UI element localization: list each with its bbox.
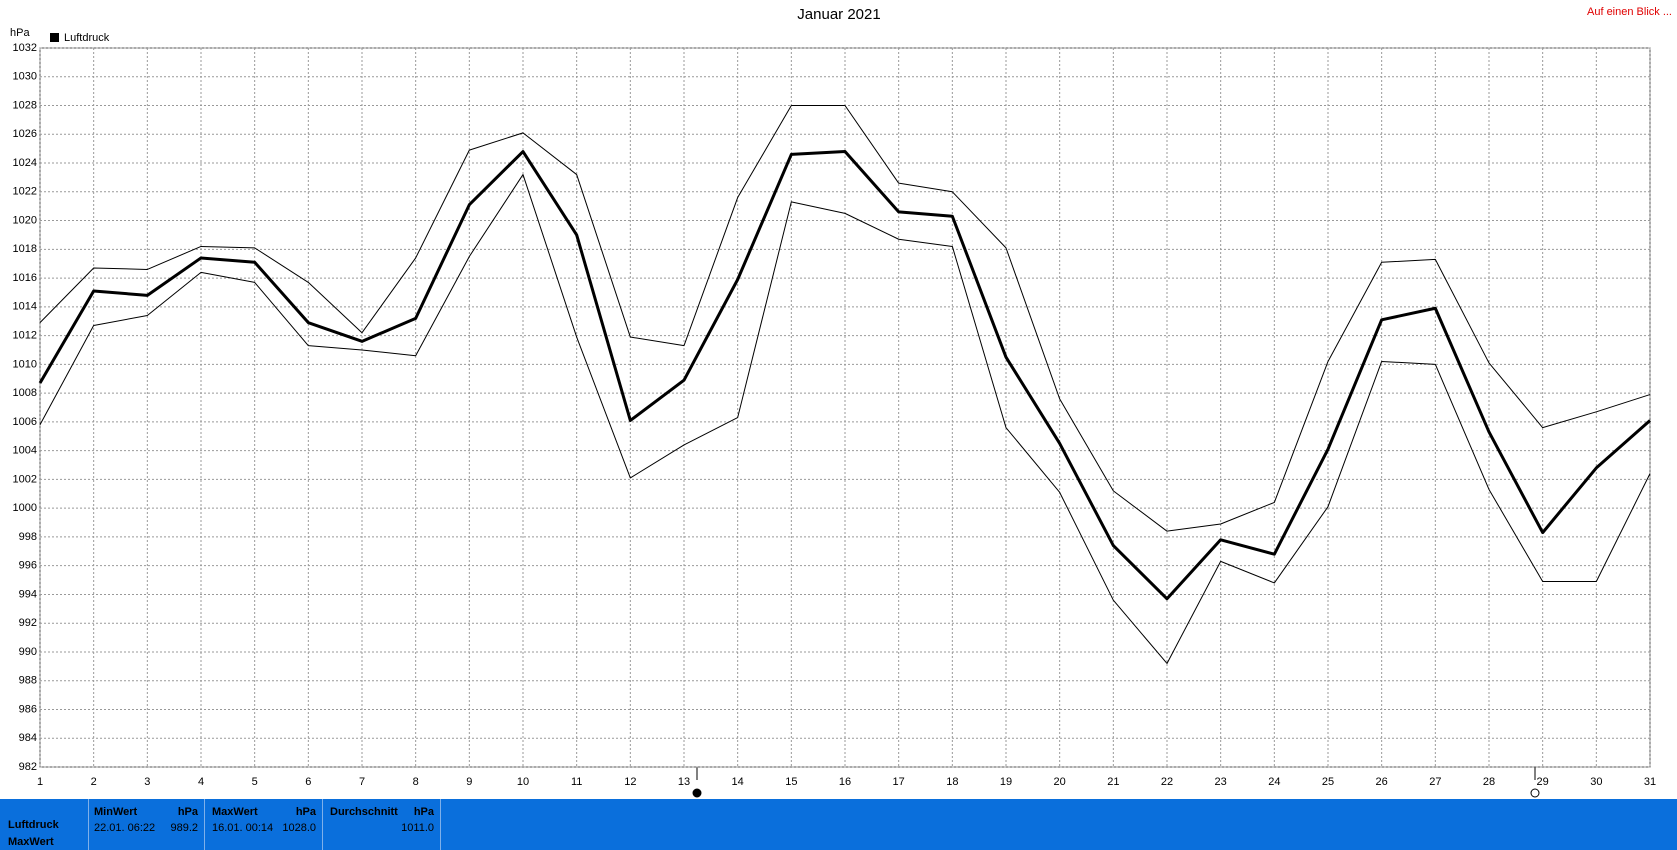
- x-tick-label: 28: [1483, 776, 1495, 788]
- y-tick-label: 992: [19, 617, 37, 629]
- summary-header: Durchschnitt: [330, 806, 398, 818]
- chart-title: Januar 2021: [797, 6, 880, 23]
- x-tick-label: 4: [198, 776, 204, 788]
- x-tick-label: 21: [1107, 776, 1119, 788]
- summary-value: 1028.0: [282, 822, 316, 834]
- x-tick-label: 31: [1644, 776, 1656, 788]
- x-tick-label: 1: [37, 776, 43, 788]
- y-tick-label: 1016: [13, 272, 37, 284]
- x-tick-label: 8: [413, 776, 419, 788]
- summary-cell: MinWert hPa 22.01. 06:22 989.2: [88, 799, 205, 850]
- y-tick-label: 1032: [13, 42, 37, 54]
- y-tick-label: 1030: [13, 71, 37, 83]
- x-tick-label: 23: [1215, 776, 1227, 788]
- legend-swatch: [50, 33, 59, 42]
- legend-label: Luftdruck: [64, 32, 110, 44]
- y-tick-label: 1018: [13, 243, 37, 255]
- plot-area: [39, 47, 1651, 768]
- x-tick-label: 17: [893, 776, 905, 788]
- x-tick-label: 13: [678, 776, 690, 788]
- x-tick-label: 25: [1322, 776, 1334, 788]
- x-tick-label: 15: [785, 776, 797, 788]
- y-tick-label: 1028: [13, 99, 37, 111]
- y-tick-label: 982: [19, 761, 37, 773]
- line-series: [38, 150, 1651, 601]
- summary-value: 989.2: [170, 822, 198, 834]
- y-tick-label: 994: [19, 588, 37, 600]
- full-moon-icon: [692, 788, 702, 798]
- y-axis-label: hPa: [10, 27, 30, 39]
- x-tick-label: 10: [517, 776, 529, 788]
- x-tick-label: 5: [252, 776, 258, 788]
- x-tick-label: 11: [571, 776, 582, 788]
- row-label-cell: Luftdruck MaxWert: [0, 799, 89, 850]
- y-tick-label: 990: [19, 646, 37, 658]
- y-tick-label: 1000: [13, 502, 37, 514]
- summary-bar: Luftdruck MaxWert MinWert hPa 22.01. 06:…: [0, 799, 1677, 850]
- summary-unit: hPa: [177, 806, 198, 818]
- summary-date: 22.01. 06:22: [94, 822, 156, 834]
- y-tick-label: 986: [19, 703, 37, 715]
- row-label: MaxWert: [8, 836, 54, 848]
- y-tick-label: 1024: [13, 157, 37, 169]
- summary-cell: MaxWert hPa 16.01. 00:14 1028.0: [205, 799, 323, 850]
- x-tick-label: 2: [91, 776, 97, 788]
- x-tick-label: 7: [359, 776, 365, 788]
- y-tick-label: 1020: [13, 214, 37, 226]
- x-tick-label: 16: [839, 776, 851, 788]
- overview-link[interactable]: Auf einen Blick ...: [1587, 6, 1672, 18]
- x-tick-label: 22: [1161, 776, 1173, 788]
- chart: Januar 2021 Auf einen Blick ... hPa Luft…: [10, 6, 1672, 798]
- summary-unit: hPa: [295, 806, 316, 818]
- summary-unit: hPa: [413, 806, 434, 818]
- summary-date: 16.01. 00:14: [212, 822, 274, 834]
- x-tick-label: 20: [1054, 776, 1066, 788]
- y-tick-label: 1004: [13, 445, 37, 457]
- x-tick-label: 26: [1376, 776, 1388, 788]
- summary-header: MinWert: [94, 806, 138, 818]
- summary-cell: Durchschnitt hPa 1011.0: [323, 799, 441, 850]
- y-tick-label: 996: [19, 560, 37, 572]
- line-series: [39, 174, 1651, 664]
- x-tick-label: 12: [624, 776, 636, 788]
- line-series: [39, 105, 1651, 532]
- summary-value: 1011.0: [401, 822, 434, 834]
- x-tick-label: 24: [1268, 776, 1280, 788]
- y-tick-label: 998: [19, 531, 37, 543]
- y-tick-label: 984: [19, 732, 37, 744]
- x-tick-label: 14: [732, 776, 744, 788]
- y-tick-label: 1012: [13, 330, 37, 342]
- x-tick-label: 9: [466, 776, 472, 788]
- x-tick-label: 18: [946, 776, 958, 788]
- x-tick-label: 29: [1537, 776, 1549, 788]
- y-tick-label: 1026: [13, 128, 37, 140]
- row-label: Luftdruck: [8, 819, 59, 831]
- y-tick-label: 1002: [13, 473, 37, 485]
- x-tick-label: 19: [1000, 776, 1012, 788]
- y-tick-label: 1022: [13, 186, 37, 198]
- y-tick-label: 1010: [13, 358, 37, 370]
- new-moon-icon: [1530, 788, 1540, 798]
- x-tick-label: 3: [144, 776, 150, 788]
- summary-header: MaxWert: [212, 806, 258, 818]
- y-tick-label: 1008: [13, 387, 37, 399]
- x-tick-label: 30: [1590, 776, 1602, 788]
- x-tick-label: 27: [1429, 776, 1441, 788]
- y-tick-label: 988: [19, 675, 37, 687]
- y-tick-label: 1006: [13, 416, 37, 428]
- y-tick-label: 1014: [13, 301, 37, 313]
- x-tick-label: 6: [305, 776, 311, 788]
